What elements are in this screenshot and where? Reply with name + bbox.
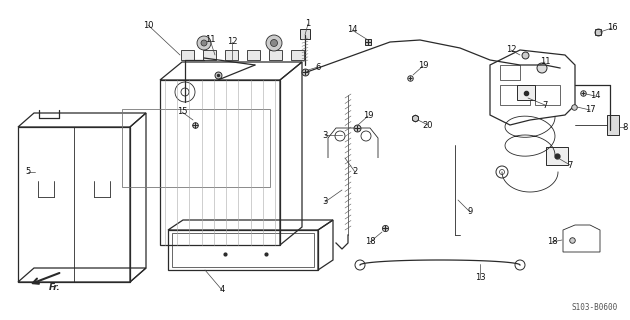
Text: 4: 4	[219, 285, 225, 294]
Bar	[290, 50, 304, 60]
Text: 8: 8	[622, 123, 627, 132]
Text: 12: 12	[506, 45, 516, 54]
Text: 6: 6	[315, 62, 321, 71]
Bar	[500, 65, 520, 80]
Text: 12: 12	[227, 37, 238, 46]
Text: 5: 5	[25, 167, 31, 177]
Bar	[517, 85, 535, 100]
Bar	[160, 80, 280, 245]
Circle shape	[270, 39, 277, 46]
Text: 3: 3	[323, 197, 328, 206]
Bar	[172, 233, 314, 267]
Bar	[168, 230, 318, 270]
Text: 18: 18	[547, 237, 558, 246]
Circle shape	[266, 35, 282, 51]
Text: 11: 11	[540, 58, 550, 67]
Text: 14: 14	[346, 26, 357, 35]
Text: 20: 20	[423, 121, 433, 130]
Text: 2: 2	[352, 167, 358, 177]
Text: 15: 15	[177, 108, 187, 116]
Text: 18: 18	[365, 237, 375, 246]
Bar	[246, 50, 260, 60]
Text: 7: 7	[567, 161, 573, 170]
Text: 17: 17	[585, 106, 595, 115]
Text: 16: 16	[607, 23, 617, 33]
Bar	[224, 50, 238, 60]
Bar	[607, 115, 619, 135]
Bar	[535, 85, 560, 105]
Circle shape	[537, 63, 547, 73]
Text: 19: 19	[418, 61, 428, 70]
Text: 10: 10	[143, 20, 153, 29]
Text: 11: 11	[205, 36, 215, 44]
Bar	[122, 109, 270, 187]
Text: 3: 3	[323, 131, 328, 140]
Text: 7: 7	[542, 100, 547, 109]
Bar	[181, 50, 193, 60]
Text: Fr.: Fr.	[49, 283, 61, 292]
Bar	[268, 50, 282, 60]
Bar	[300, 29, 310, 39]
Text: 14: 14	[590, 92, 600, 100]
Circle shape	[197, 36, 211, 50]
Bar	[18, 127, 130, 282]
Text: S103-B0600: S103-B0600	[572, 303, 618, 312]
Text: 1: 1	[306, 20, 311, 28]
Text: 9: 9	[467, 207, 472, 217]
Bar	[500, 85, 530, 105]
Text: 13: 13	[474, 274, 485, 283]
Bar	[546, 147, 568, 165]
Circle shape	[201, 40, 207, 46]
Bar	[202, 50, 215, 60]
Text: 19: 19	[363, 111, 373, 121]
